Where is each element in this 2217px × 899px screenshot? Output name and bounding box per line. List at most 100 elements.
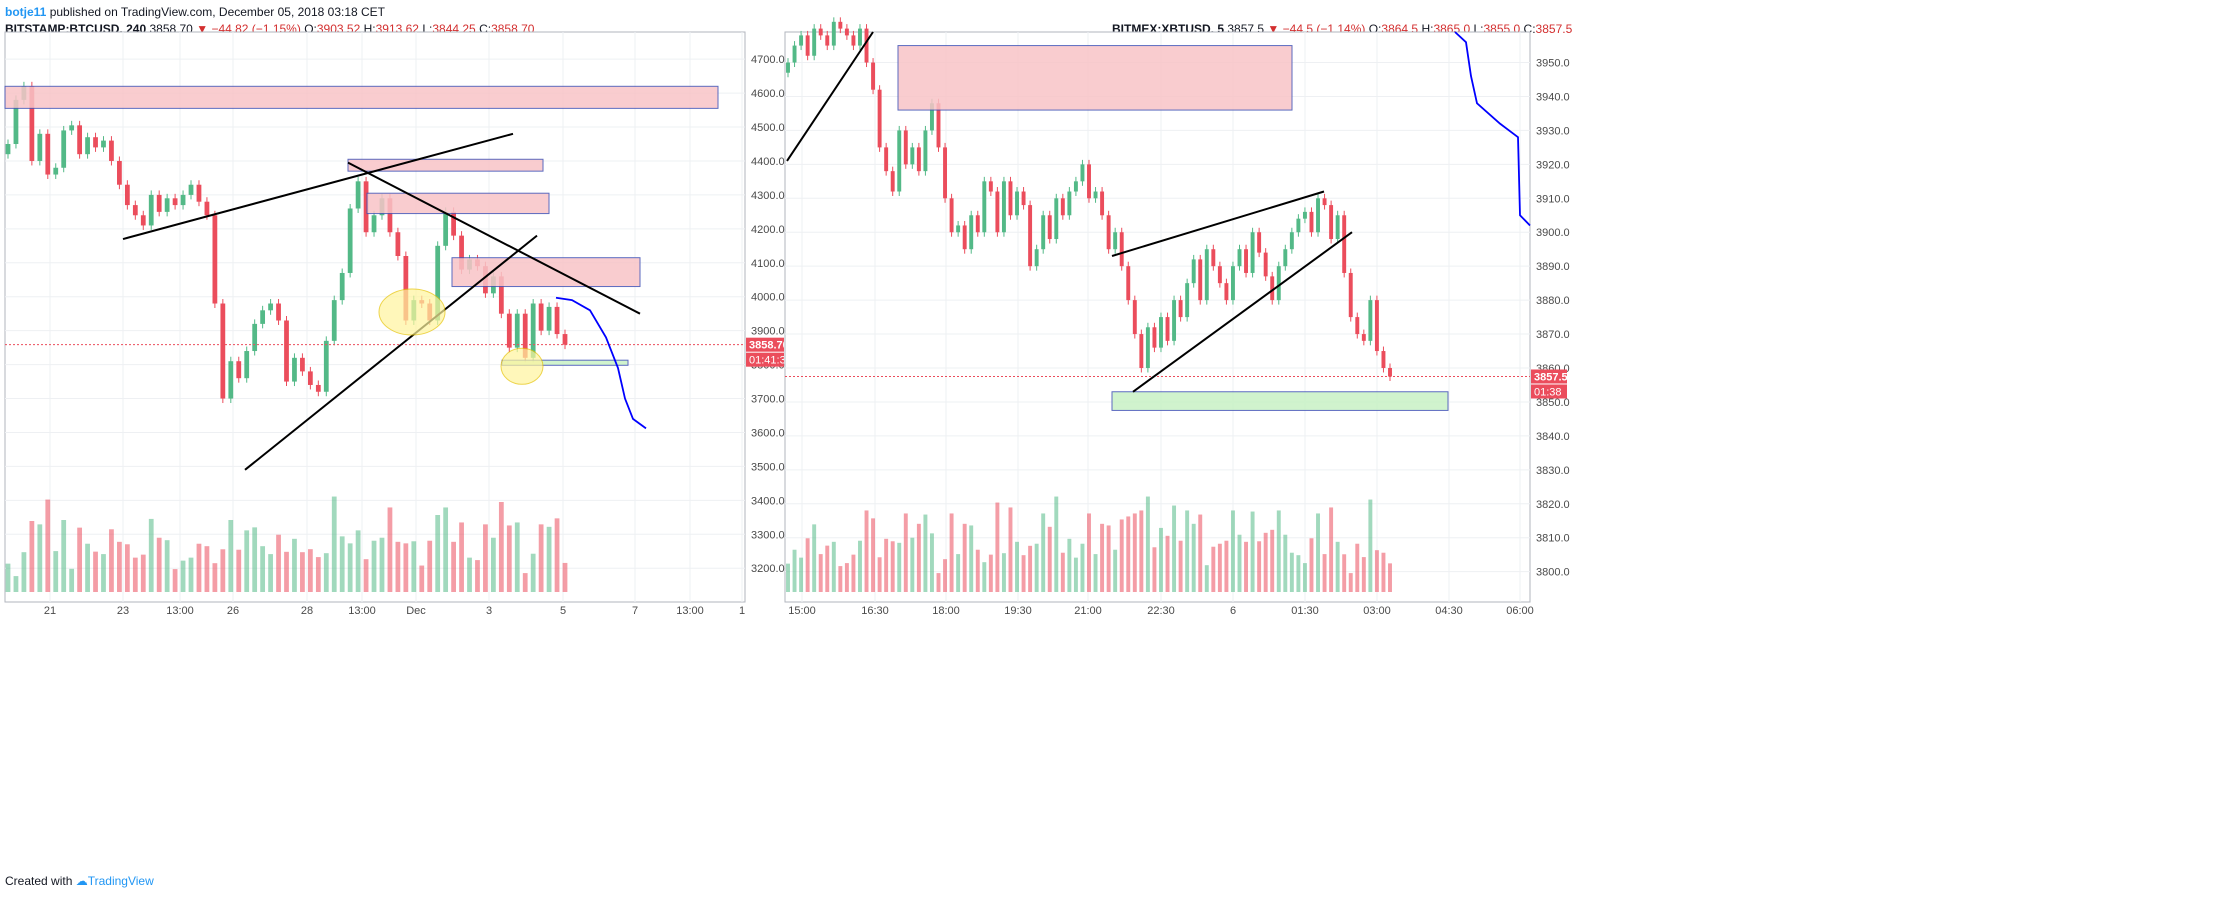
candle-body <box>132 205 138 216</box>
trendline <box>244 234 538 471</box>
candle-body <box>268 303 273 311</box>
volume-bar <box>109 529 114 592</box>
trendline <box>1111 190 1325 257</box>
candle-body <box>530 303 536 358</box>
volume-bar <box>936 573 941 592</box>
volume-bar <box>204 546 210 592</box>
volume-bar <box>1060 552 1065 592</box>
candle-body <box>347 208 353 273</box>
x-tick-label: 7 <box>632 605 638 617</box>
candle-body <box>1008 181 1013 216</box>
candle-body <box>140 215 146 226</box>
volume-bar <box>864 510 869 592</box>
candle-body <box>903 130 908 165</box>
volume-bar <box>890 541 895 592</box>
down-triangle-icon: ▼ <box>196 22 209 36</box>
last-price-text: 3857.5 <box>1534 371 1568 383</box>
volume-bar <box>1289 552 1294 592</box>
candle-body <box>1028 205 1033 267</box>
plot-frame <box>4 31 746 603</box>
candle-body <box>1060 198 1065 216</box>
volume-bar <box>459 522 464 592</box>
volume-bar <box>786 563 790 592</box>
volume-bar <box>260 546 266 592</box>
volume-bar <box>1217 543 1222 592</box>
candle-body <box>956 225 961 233</box>
x-tick-label: 6 <box>1230 605 1236 617</box>
y-tick-label: 3810.0 <box>1536 533 1570 545</box>
candle-body <box>995 191 1000 233</box>
tradingview-logo-icon: ☁ <box>75 874 88 888</box>
candle-body <box>1270 276 1275 301</box>
candle-body <box>1093 191 1098 199</box>
volume-bar <box>69 568 75 592</box>
candle-body <box>236 361 242 379</box>
volume-bar <box>323 553 329 592</box>
candle-body <box>1034 249 1039 267</box>
x-tick-label: 26 <box>227 605 239 617</box>
volume-bar <box>858 540 862 592</box>
volume-bar <box>969 525 974 592</box>
volume-bar <box>1230 510 1235 592</box>
y-tick-label: 3930.0 <box>1536 125 1570 137</box>
volume-bar <box>411 541 417 592</box>
candle-body <box>69 125 75 131</box>
candle-body <box>1237 249 1242 267</box>
candle-body <box>1087 164 1091 199</box>
volume-bar <box>1165 535 1170 592</box>
volume-bar <box>490 537 496 592</box>
volume-bar <box>180 560 186 592</box>
volume-bar <box>1067 538 1072 592</box>
volume-bar <box>506 525 512 592</box>
volume-bar <box>1172 505 1177 592</box>
low-label: L: <box>422 22 433 36</box>
x-tick-label: 23 <box>117 605 129 617</box>
low-label: L: <box>1473 22 1484 36</box>
volume-bar <box>877 557 882 592</box>
volume-bar <box>53 551 59 592</box>
candle-body <box>1041 215 1046 250</box>
candle-body <box>172 198 178 206</box>
trendline <box>122 132 514 240</box>
candle-body <box>825 35 830 46</box>
candle-body <box>562 334 568 345</box>
volume-bar <box>212 563 218 592</box>
volume-bar <box>220 549 226 592</box>
tradingview-link[interactable]: TradingView <box>87 874 154 888</box>
author-link[interactable]: botje11 <box>5 5 47 19</box>
candle-body <box>284 320 289 382</box>
volume-bar <box>1368 499 1373 592</box>
y-tick-label: 3800.0 <box>1536 567 1570 579</box>
volume-bar <box>530 553 536 592</box>
footer: Created with ☁TradingView <box>5 873 154 889</box>
candle-body <box>188 184 194 195</box>
candle-body <box>443 211 449 246</box>
candle-body <box>812 28 817 56</box>
candle-body <box>1132 300 1137 335</box>
x-tick-label: 21:00 <box>1074 605 1102 617</box>
candle-body <box>300 357 305 372</box>
candle-body <box>1185 283 1190 318</box>
y-tick-label: 4500.00 <box>751 122 791 134</box>
candle-body <box>1191 259 1196 284</box>
candle-body <box>451 211 456 236</box>
demand-zone <box>1111 391 1449 411</box>
created-with-text: Created with <box>5 874 73 888</box>
volume-bar <box>1185 510 1190 592</box>
candle-body <box>387 198 393 233</box>
volume-bar <box>347 543 353 592</box>
candle-body <box>1126 266 1131 301</box>
x-tick-label: 1 <box>739 605 745 617</box>
trendline <box>347 161 641 315</box>
volume-bar <box>1263 532 1268 592</box>
volume-bar <box>315 557 321 592</box>
volume-bar <box>228 520 234 592</box>
volume-bar <box>1159 527 1163 592</box>
candle-body <box>498 276 504 314</box>
candle-body <box>1217 266 1222 284</box>
volume-bar <box>37 524 43 592</box>
candle-body <box>1198 259 1203 301</box>
candle-body <box>975 215 980 233</box>
candle-body <box>838 21 843 29</box>
